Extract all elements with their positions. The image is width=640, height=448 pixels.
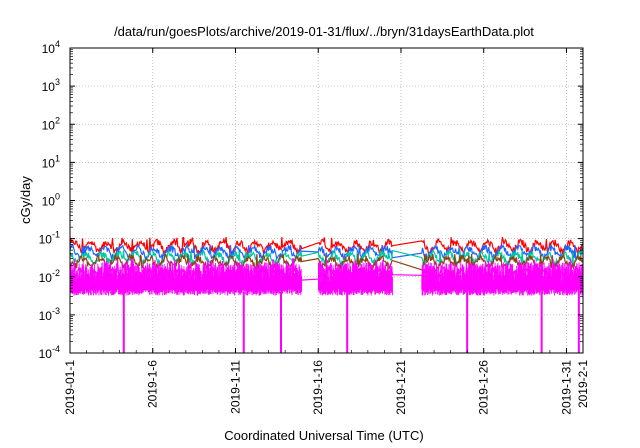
x-tick-label: 2019-1-6 [146, 360, 160, 408]
y-tick-label: 101 [42, 153, 60, 170]
grid [70, 48, 583, 353]
x-tick-label: 2019-1-11 [228, 360, 242, 414]
series-line [69, 248, 584, 268]
x-tick-label: 2019-1-16 [311, 360, 325, 415]
y-tick-label: 104 [42, 39, 60, 56]
y-tick-label: 10-1 [39, 230, 60, 247]
y-tick-label: 10-3 [39, 306, 60, 323]
chart-title: /data/run/goesPlots/archive/2019-01-31/f… [114, 24, 534, 39]
plot-series [69, 236, 584, 353]
y-tick-label: 103 [42, 77, 60, 94]
x-axis-label: Coordinated Universal Time (UTC) [224, 428, 423, 443]
y-axis-label: cGy/day [18, 176, 33, 224]
x-tick-label: 2019-1-31 [559, 360, 573, 415]
x-tick-label: 2019-2-1 [576, 360, 590, 408]
x-axis: 2019-01-1 2019-1-6 2019-1-11 2019-1-16 2019-… [63, 48, 590, 415]
x-tick-label: 2019-1-26 [477, 360, 491, 415]
y-tick-label: 10-4 [39, 344, 60, 361]
y-tick-label: 10-2 [39, 268, 60, 285]
y-tick-label: 102 [42, 115, 60, 132]
series-line [69, 236, 584, 257]
x-tick-label: 2019-1-21 [394, 360, 408, 415]
y-axis: 10-4 10-3 10-2 10-1 100 101 102 103 104 [39, 39, 583, 361]
x-tick-label: 2019-01-1 [63, 360, 77, 415]
plot-frame [69, 47, 584, 354]
y-tick-label: 100 [42, 192, 60, 209]
